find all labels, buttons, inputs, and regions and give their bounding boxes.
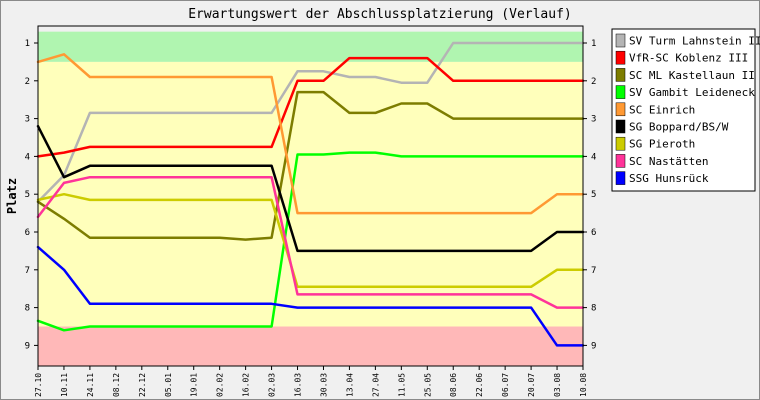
x-tick-label: 11.05 <box>397 373 406 397</box>
y-tick-label-right: 3 <box>591 115 596 125</box>
y-tick-label-right: 6 <box>591 228 596 238</box>
legend-label: SC ML Kastellaun II <box>629 69 755 82</box>
zone-bands <box>38 31 583 366</box>
x-tick-label: 30.03 <box>319 373 328 397</box>
y-tick-label-right: 2 <box>591 77 596 87</box>
legend-swatch <box>615 85 626 99</box>
x-tick-label: 25.05 <box>423 373 432 397</box>
y-tick-label-left: 1 <box>25 39 30 49</box>
x-tick-label: 05.01 <box>164 373 173 397</box>
x-tick-label: 27.10 <box>34 373 43 397</box>
y-tick-label-left: 7 <box>25 266 30 276</box>
legend-label: SV Turm Lahnstein II <box>629 35 760 48</box>
legend: SV Turm Lahnstein II VfR-SC Koblenz III SC… <box>611 28 760 192</box>
legend-swatch <box>615 68 626 82</box>
series-line-7 <box>36 175 585 309</box>
zone-band-2 <box>38 326 583 366</box>
legend-swatch <box>615 50 626 65</box>
zone-band-1 <box>38 61 583 327</box>
x-tick-label: 22.12 <box>138 373 147 397</box>
y-tick-label-right: 8 <box>591 304 596 314</box>
legend-swatch <box>615 119 626 134</box>
x-tick-label: 13.04 <box>345 373 354 397</box>
legend-label: SC Einrich <box>629 103 695 116</box>
legend-label: SG Boppard/BS/W <box>629 121 729 134</box>
y-tick-label-left: 3 <box>25 115 30 125</box>
legend-box <box>611 28 756 192</box>
x-tick-label: 20.07 <box>527 373 536 397</box>
y-tick-label-left: 6 <box>25 228 30 238</box>
series-line-3 <box>36 151 585 332</box>
y-tick-label-left: 9 <box>25 341 30 351</box>
series-line-0 <box>36 41 585 204</box>
y-tick-label-right: 5 <box>591 190 596 200</box>
x-tick-label: 22.06 <box>475 373 484 397</box>
legend-label: SSG Hunsrück <box>629 172 709 185</box>
y-tick-label-left: 8 <box>25 304 30 314</box>
y-axis-right: 1 2 3 4 5 6 7 8 9 <box>583 39 596 351</box>
y-tick-label-right: 7 <box>591 266 596 276</box>
y-tick-label-right: 4 <box>591 152 596 162</box>
x-tick-label: 16.03 <box>294 373 303 397</box>
legend-swatch <box>615 102 626 117</box>
x-tick-label: 27.04 <box>371 373 380 397</box>
series-line-8 <box>36 245 585 347</box>
legend-swatch <box>615 171 626 185</box>
x-tick-label: 24.11 <box>86 373 95 397</box>
legend-swatch <box>615 154 626 168</box>
y-tick-label-right: 1 <box>591 39 596 49</box>
y-axis-left: 1 2 3 4 5 6 7 8 9 <box>25 39 38 351</box>
series-line-5 <box>36 124 585 253</box>
y-tick-label-left: 4 <box>25 152 30 162</box>
x-tick-label: 03.08 <box>553 373 562 397</box>
legend-swatch <box>615 33 626 48</box>
x-tick-label: 02.02 <box>216 373 225 397</box>
x-tick-label: 08.06 <box>449 373 458 397</box>
plot-border <box>37 25 584 367</box>
x-tick-label: 19.01 <box>190 373 199 397</box>
zone-band-0 <box>38 31 583 62</box>
legend-swatch <box>615 136 626 151</box>
x-tick-label: 02.03 <box>268 373 277 397</box>
y-axis-label: Platz <box>5 178 19 214</box>
legend-label: SV Gambit Leideneck <box>629 86 755 99</box>
legend-label: SC Nastätten <box>629 155 708 168</box>
series-lines <box>36 41 585 347</box>
y-tick-label-left: 5 <box>25 190 30 200</box>
x-tick-label: 08.12 <box>112 373 121 397</box>
legend-label: VfR-SC Koblenz III <box>629 52 748 65</box>
series-line-1 <box>36 56 585 158</box>
legend-label: SG Pieroth <box>629 138 695 151</box>
x-tick-label: 10.11 <box>60 373 69 397</box>
y-tick-label-left: 2 <box>25 77 30 87</box>
chart-title: Erwartungswert der Abschlussplatzierung … <box>188 7 572 22</box>
x-axis: 27.10 10.11 24.11 08.12 22.12 05.01 19.01 02.02… <box>34 366 588 397</box>
series-line-2 <box>36 90 585 241</box>
y-tick-label-right: 9 <box>591 341 596 351</box>
series-line-6 <box>36 192 585 289</box>
x-tick-label: 06.07 <box>501 373 510 397</box>
x-tick-label: 10.08 <box>579 373 588 397</box>
series-line-4 <box>36 53 585 215</box>
x-tick-label: 16.02 <box>242 373 251 397</box>
